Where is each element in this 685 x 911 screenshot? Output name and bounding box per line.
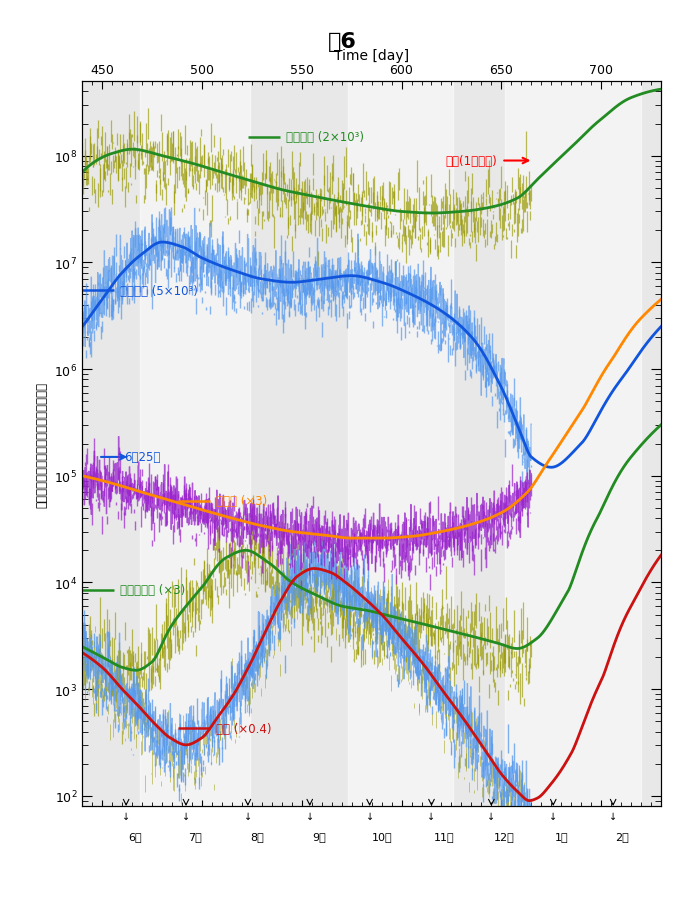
Text: 8月: 8月 — [250, 831, 264, 841]
Text: 日本 (×0.4): 日本 (×0.4) — [216, 722, 271, 735]
Text: 現在(1月７日): 現在(1月７日) — [446, 155, 497, 168]
Text: 囶6: 囶6 — [328, 32, 357, 52]
X-axis label: Time [day]: Time [day] — [334, 49, 409, 63]
Text: ↓: ↓ — [549, 811, 558, 821]
Text: ↓: ↓ — [122, 811, 130, 821]
Text: ↓: ↓ — [427, 811, 436, 821]
Text: 2月: 2月 — [615, 831, 629, 841]
Text: 7月: 7月 — [188, 831, 202, 841]
Text: 9月: 9月 — [312, 831, 325, 841]
Text: インド (×3): インド (×3) — [216, 495, 267, 508]
Text: 1月: 1月 — [556, 831, 569, 841]
Bar — [506, 82, 641, 806]
Text: ↓: ↓ — [182, 811, 190, 821]
Y-axis label: 日毎の新規陽性者数（予測線とデータ）: 日毎の新規陽性者数（予測線とデータ） — [36, 381, 49, 507]
Text: 12月: 12月 — [493, 831, 514, 841]
Text: ブラジル (2×10³): ブラジル (2×10³) — [286, 131, 364, 144]
Bar — [348, 82, 453, 806]
Text: ↓: ↓ — [306, 811, 314, 821]
Text: モンゴル (5×10³): モンゴル (5×10³) — [120, 284, 198, 297]
Text: ↓: ↓ — [244, 811, 252, 821]
Text: 6月25日: 6月25日 — [124, 451, 160, 464]
Text: 11月: 11月 — [434, 831, 454, 841]
Text: ↓: ↓ — [366, 811, 374, 821]
Bar — [140, 82, 250, 806]
Text: ↓: ↓ — [487, 811, 495, 821]
Text: 6月: 6月 — [128, 831, 142, 841]
Text: ↓: ↓ — [609, 811, 617, 821]
Text: イスラエル (×3): イスラエル (×3) — [120, 584, 186, 597]
Text: 10月: 10月 — [372, 831, 393, 841]
